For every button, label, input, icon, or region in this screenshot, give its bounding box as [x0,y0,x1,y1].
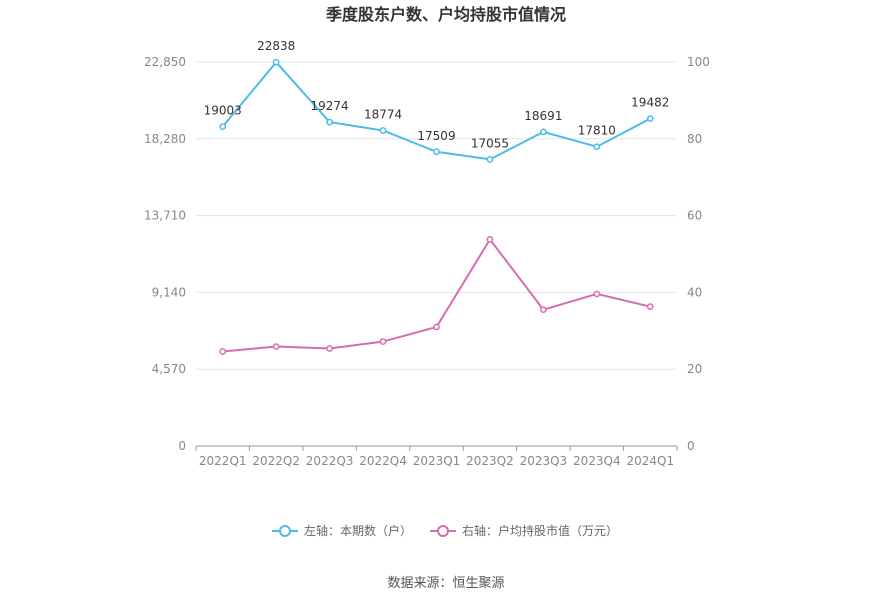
left-tick-label: 0 [178,439,186,453]
data-label: 22838 [257,39,295,53]
left-tick-label: 13,710 [144,209,186,223]
left-axis: 0 4,570 9,140 13,710 18,280 22,850 [144,55,186,453]
data-point[interactable] [219,123,227,130]
series-layer: 19003 22838 19274 18774 17509 17055 18691 17810… [204,39,669,355]
data-label: 17055 [471,136,509,150]
data-point[interactable] [646,115,654,122]
data-point[interactable] [326,345,333,352]
data-point[interactable] [486,156,494,163]
right-axis: 0 20 40 60 80 100 [687,55,710,453]
right-tick-label: 80 [687,132,702,146]
legend: 左轴：本期数（户） 右轴：户均持股市值（万元） [272,523,618,538]
left-tick-label: 18,280 [144,132,186,146]
x-tick-label: 2024Q1 [626,454,674,468]
data-point[interactable] [433,148,440,156]
left-tick-label: 4,570 [152,362,186,376]
data-point[interactable] [593,290,601,298]
data-label: 17810 [578,124,616,138]
right-tick-label: 40 [687,285,702,299]
data-label: 18774 [364,107,402,121]
legend-item-2[interactable]: 右轴：户均持股市值（万元） [430,523,618,538]
right-tick-label: 60 [687,209,702,223]
data-label: 19274 [311,99,349,113]
data-label: 19003 [204,104,242,118]
data-point[interactable] [326,118,333,126]
data-point[interactable] [272,58,280,66]
x-tick-label: 2022Q4 [359,454,407,468]
data-point[interactable] [593,143,601,151]
x-tick-label: 2023Q4 [573,454,621,468]
x-tick-label: 2022Q3 [306,454,354,468]
right-tick-label: 100 [687,55,710,69]
data-label: 18691 [524,109,562,123]
data-point[interactable] [433,323,440,331]
data-label: 19482 [631,96,669,110]
right-tick-label: 0 [687,439,695,453]
left-tick-label: 9,140 [152,285,186,299]
legend-label: 右轴：户均持股市值（万元） [462,523,618,538]
series-2 [219,236,654,355]
x-tick-label: 2023Q3 [520,454,568,468]
data-point[interactable] [540,306,547,314]
right-tick-label: 20 [687,362,702,376]
left-tick-label: 22,850 [144,55,186,69]
data-point[interactable] [379,338,387,345]
legend-label: 左轴：本期数（户） [304,523,412,538]
x-tick-label: 2022Q1 [199,454,247,468]
x-tick-label: 2023Q1 [413,454,461,468]
grid-lines [196,61,677,370]
data-label: 17509 [417,129,455,143]
legend-item-1[interactable]: 左轴：本期数（户） [272,523,412,538]
x-tick-label: 2022Q2 [252,454,300,468]
data-point[interactable] [646,303,654,310]
data-point[interactable] [540,128,547,136]
data-point[interactable] [219,348,227,355]
series-line [222,237,651,353]
data-point[interactable] [486,236,494,243]
series-1: 19003 22838 19274 18774 17509 17055 18691 17810… [204,39,669,163]
x-axis: 2022Q1 2022Q2 2022Q3 2022Q4 2023Q1 2023Q2 2023… [195,445,678,468]
data-point[interactable] [379,127,387,134]
chart-title: 季度股东户数、户均持股市值情况 [325,5,566,24]
legend-marker [437,525,449,537]
x-tick-label: 2023Q2 [466,454,514,468]
source-note: 数据来源：恒生聚源 [387,576,504,591]
data-point[interactable] [272,343,280,350]
legend-marker [279,525,291,537]
series-line [221,60,651,161]
